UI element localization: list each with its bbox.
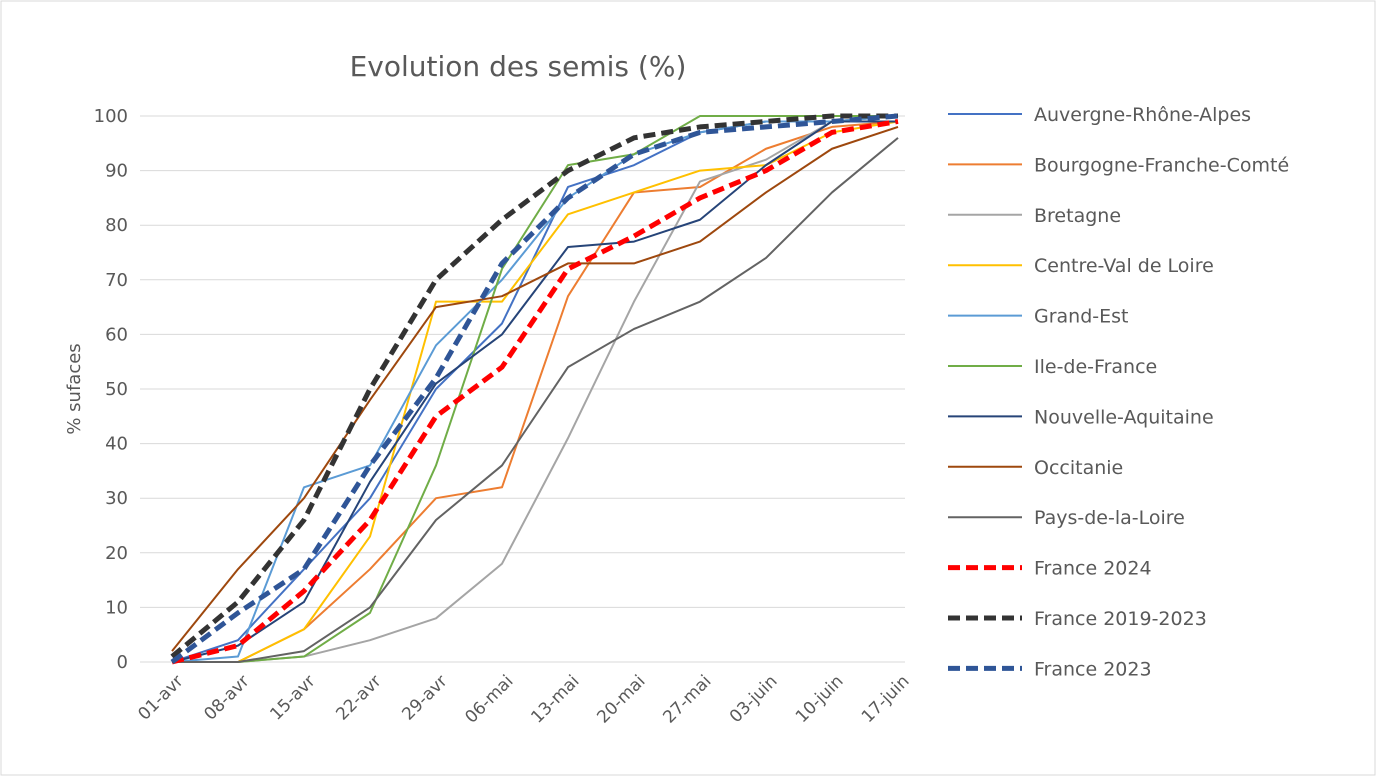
y-tick-label: 70 bbox=[105, 270, 128, 291]
series-line bbox=[172, 115, 898, 663]
y-tick-label: 60 bbox=[105, 324, 128, 345]
y-tick-label: 90 bbox=[105, 161, 128, 182]
legend-label: France 2024 bbox=[1034, 558, 1152, 580]
legend-label: Centre-Val de Loire bbox=[1034, 255, 1214, 277]
legend-label: Occitanie bbox=[1034, 457, 1123, 479]
y-axis-label: % sufaces bbox=[64, 343, 85, 434]
y-tick-label: 20 bbox=[105, 543, 128, 564]
series-line bbox=[172, 120, 899, 663]
series-line bbox=[170, 113, 898, 659]
legend-label: France 2019-2023 bbox=[1034, 608, 1207, 630]
legend-label: Auvergne-Rhône-Alpes bbox=[1034, 104, 1251, 126]
y-tick-label: 0 bbox=[117, 652, 128, 673]
legend-label: Grand-Est bbox=[1034, 306, 1129, 328]
series-line bbox=[170, 113, 899, 665]
legend-label: Nouvelle-Aquitaine bbox=[1034, 406, 1214, 428]
series-line bbox=[171, 118, 899, 665]
y-tick-label: 30 bbox=[105, 488, 128, 509]
legend-label: France 2023 bbox=[1034, 658, 1152, 680]
legend-label: Bretagne bbox=[1034, 205, 1121, 227]
legend-label: Pays-de-la-Loire bbox=[1034, 507, 1185, 529]
series-line bbox=[172, 137, 899, 663]
y-tick-label: 40 bbox=[105, 434, 128, 455]
y-tick-label: 80 bbox=[105, 215, 128, 236]
legend-label: Bourgogne-Franche-Comté bbox=[1034, 154, 1289, 176]
y-tick-label: 50 bbox=[105, 379, 128, 400]
series-line bbox=[171, 125, 899, 652]
chart-title: Evolution des semis (%) bbox=[350, 50, 687, 83]
y-tick-label: 10 bbox=[105, 597, 128, 618]
legend-label: Ile-de-France bbox=[1034, 356, 1157, 378]
series-line bbox=[171, 120, 898, 663]
y-tick-label: 100 bbox=[94, 106, 128, 127]
